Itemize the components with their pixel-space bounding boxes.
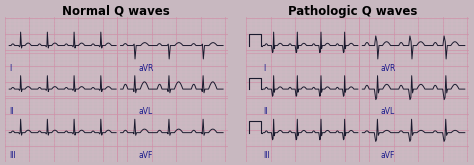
- Text: aVR: aVR: [380, 64, 395, 73]
- Text: aVL: aVL: [138, 107, 153, 116]
- Text: aVL: aVL: [380, 107, 394, 116]
- Text: II: II: [263, 107, 268, 116]
- Text: III: III: [9, 151, 16, 160]
- Text: Normal Q waves: Normal Q waves: [62, 5, 170, 18]
- Text: I: I: [9, 64, 11, 73]
- Text: Pathologic Q waves: Pathologic Q waves: [289, 5, 418, 18]
- Text: II: II: [9, 107, 14, 116]
- Text: aVF: aVF: [138, 151, 153, 160]
- Text: aVF: aVF: [380, 151, 394, 160]
- Text: I: I: [263, 64, 265, 73]
- Text: aVR: aVR: [138, 64, 154, 73]
- Text: III: III: [263, 151, 270, 160]
